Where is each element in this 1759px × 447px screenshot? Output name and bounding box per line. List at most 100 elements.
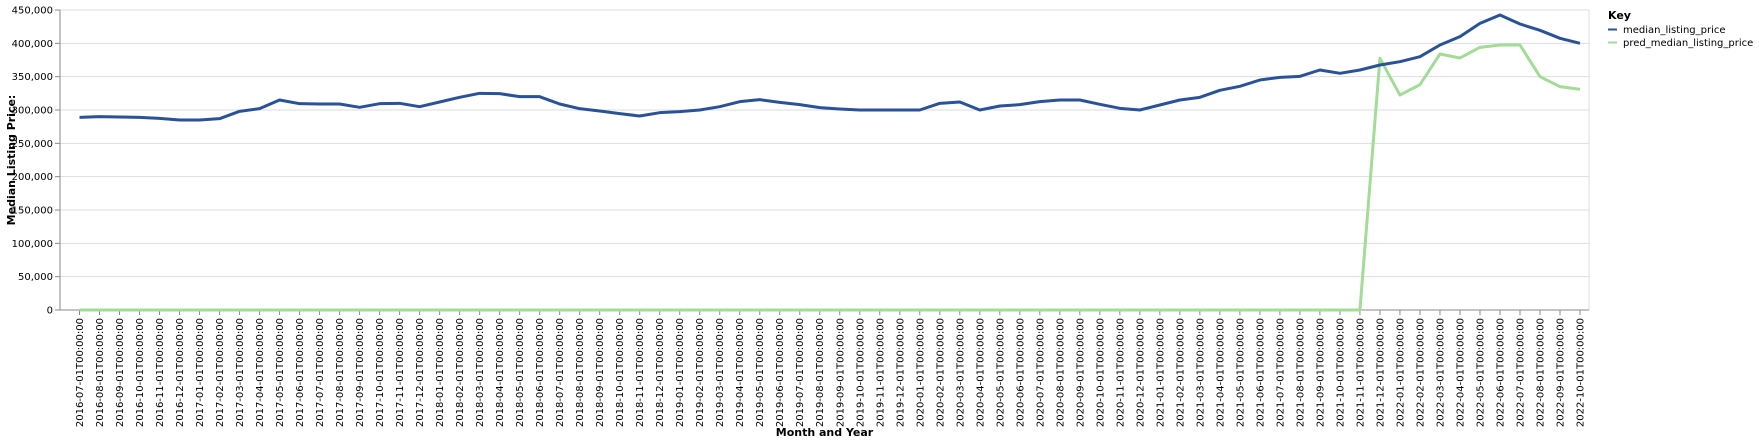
x-tick-label: 2021-12-01T00:00:00	[1375, 318, 1386, 427]
x-tick-label: 2017-11-01T00:00:00	[395, 318, 406, 427]
gridlines	[60, 9, 1589, 311]
x-tick-label: 2021-05-01T00:00:00	[1235, 318, 1246, 427]
series-line-median-listing-price	[79, 13, 1581, 122]
x-tick-label: 2022-09-01T00:00:00	[1555, 318, 1566, 427]
x-tick-label: 2016-12-01T00:00:00	[175, 318, 186, 427]
x-tick-label: 2022-02-01T00:00:00	[1415, 318, 1426, 427]
x-tick-label: 2020-08-01T00:00:00	[1055, 318, 1066, 427]
x-tick-label: 2018-07-01T00:00:00	[555, 318, 566, 427]
x-axis-title: Month and Year	[776, 426, 874, 439]
legend-label: pred_median_listing_price	[1623, 38, 1753, 49]
y-tick-label: 200,000	[12, 172, 53, 183]
x-tick-label: 2016-09-01T00:00:00	[115, 318, 126, 427]
x-tick-label: 2016-11-01T00:00:00	[155, 318, 166, 427]
x-tick-label: 2018-10-01T00:00:00	[615, 318, 626, 427]
y-axis-ticks: 0 50,000 100,000 150,000 200,000 250,000 300,0…	[12, 6, 60, 317]
x-tick-label: 2017-12-01T00:00:00	[415, 318, 426, 427]
x-tick-label: 2018-02-01T00:00:00	[455, 318, 466, 427]
x-tick-label: 2018-06-01T00:00:00	[535, 318, 546, 427]
x-tick-label: 2019-07-01T00:00:00	[795, 318, 806, 427]
x-tick-label: 2017-04-01T00:00:00	[255, 318, 266, 427]
x-tick-label: 2019-09-01T00:00:00	[835, 318, 846, 427]
x-tick-label: 2018-12-01T00:00:00	[655, 318, 666, 427]
x-tick-label: 2016-07-01T00:00:00	[75, 318, 86, 427]
y-tick-label: 100,000	[12, 239, 53, 250]
x-tick-label: 2017-02-01T00:00:00	[215, 318, 226, 427]
x-tick-label: 2019-06-01T00:00:00	[775, 318, 786, 427]
x-tick-label: 2022-10-01T00:00:00	[1576, 318, 1587, 427]
y-tick-label: 250,000	[12, 139, 53, 150]
y-tick-label: 0	[47, 306, 53, 317]
x-tick-label: 2019-08-01T00:00:00	[815, 318, 826, 427]
x-tick-label: 2021-01-01T00:00:00	[1155, 318, 1166, 427]
x-tick-label: 2021-09-01T00:00:00	[1315, 318, 1326, 427]
x-tick-label: 2020-10-01T00:00:00	[1095, 318, 1106, 427]
x-tick-label: 2018-01-01T00:00:00	[435, 318, 446, 427]
x-tick-label: 2021-08-01T00:00:00	[1295, 318, 1306, 427]
series-line-pred-median-listing-price	[79, 43, 1581, 312]
y-axis-title: Median Listing Price:	[5, 95, 18, 226]
x-tick-label: 2017-03-01T00:00:00	[235, 318, 246, 427]
y-tick-label: 300,000	[12, 106, 53, 117]
x-tick-label: 2022-01-01T00:00:00	[1395, 318, 1406, 427]
x-tick-label: 2020-02-01T00:00:00	[935, 318, 946, 427]
x-tick-label: 2017-01-01T00:00:00	[195, 318, 206, 427]
x-tick-label: 2022-04-01T00:00:00	[1455, 318, 1466, 427]
x-tick-label: 2021-11-01T00:00:00	[1355, 318, 1366, 427]
x-tick-label: 2019-12-01T00:00:00	[895, 318, 906, 427]
y-tick-label: 400,000	[12, 39, 53, 50]
x-tick-label: 2017-08-01T00:00:00	[335, 318, 346, 427]
y-tick-label: 50,000	[18, 272, 53, 283]
x-tick-label: 2017-07-01T00:00:00	[315, 318, 326, 427]
x-tick-label: 2021-07-01T00:00:00	[1275, 318, 1286, 427]
axes	[59, 10, 1590, 311]
x-tick-label: 2018-11-01T00:00:00	[635, 318, 646, 427]
y-tick-label: 350,000	[12, 72, 53, 83]
y-tick-label: 450,000	[12, 6, 53, 17]
x-tick-label: 2017-10-01T00:00:00	[375, 318, 386, 427]
x-tick-label: 2017-09-01T00:00:00	[355, 318, 366, 427]
legend: Key median_listing_price pred_median_list…	[1608, 9, 1753, 49]
x-tick-label: 2022-07-01T00:00:00	[1515, 318, 1526, 427]
x-tick-label: 2021-03-01T00:00:00	[1195, 318, 1206, 427]
x-tick-label: 2020-12-01T00:00:00	[1135, 318, 1146, 427]
x-tick-label: 2020-03-01T00:00:00	[955, 318, 966, 427]
x-tick-label: 2018-09-01T00:00:00	[595, 318, 606, 427]
x-tick-label: 2021-04-01T00:00:00	[1215, 318, 1226, 427]
x-tick-label: 2020-11-01T00:00:00	[1115, 318, 1126, 427]
legend-title: Key	[1608, 9, 1631, 22]
x-tick-label: 2021-02-01T00:00:00	[1175, 318, 1186, 427]
x-tick-label: 2018-04-01T00:00:00	[495, 318, 506, 427]
x-tick-label: 2019-10-01T00:00:00	[855, 318, 866, 427]
series-lines	[79, 13, 1581, 312]
legend-label: median_listing_price	[1623, 25, 1726, 36]
x-tick-label: 2018-08-01T00:00:00	[575, 318, 586, 427]
x-tick-label: 2019-05-01T00:00:00	[755, 318, 766, 427]
x-tick-label: 2019-03-01T00:00:00	[715, 318, 726, 427]
x-tick-label: 2017-06-01T00:00:00	[295, 318, 306, 427]
x-tick-label: 2018-05-01T00:00:00	[515, 318, 526, 427]
x-tick-label: 2016-10-01T00:00:00	[135, 318, 146, 427]
x-tick-label: 2020-06-01T00:00:00	[1015, 318, 1026, 427]
x-tick-label: 2022-05-01T00:00:00	[1475, 318, 1486, 427]
x-tick-label: 2020-07-01T00:00:00	[1035, 318, 1046, 427]
y-tick-label: 150,000	[12, 206, 53, 217]
x-tick-label: 2020-05-01T00:00:00	[995, 318, 1006, 427]
x-axis-ticks: 2016-07-01T00:00:00 2016-08-01T00:00:00 20…	[75, 310, 1587, 427]
x-tick-label: 2016-08-01T00:00:00	[95, 318, 106, 427]
x-tick-label: 2020-04-01T00:00:00	[975, 318, 986, 427]
x-tick-label: 2019-01-01T00:00:00	[675, 318, 686, 427]
x-tick-label: 2022-03-01T00:00:00	[1435, 318, 1446, 427]
x-tick-label: 2022-08-01T00:00:00	[1535, 318, 1546, 427]
x-tick-label: 2021-10-01T00:00:00	[1335, 318, 1346, 427]
x-tick-label: 2022-06-01T00:00:00	[1495, 318, 1506, 427]
x-tick-label: 2019-11-01T00:00:00	[875, 318, 886, 427]
x-tick-label: 2019-02-01T00:00:00	[695, 318, 706, 427]
x-tick-label: 2017-05-01T00:00:00	[275, 318, 286, 427]
x-tick-label: 2018-03-01T00:00:00	[475, 318, 486, 427]
x-tick-label: 2021-06-01T00:00:00	[1255, 318, 1266, 427]
x-tick-label: 2020-09-01T00:00:00	[1075, 318, 1086, 427]
x-tick-label: 2019-04-01T00:00:00	[735, 318, 746, 427]
x-tick-label: 2020-01-01T00:00:00	[915, 318, 926, 427]
